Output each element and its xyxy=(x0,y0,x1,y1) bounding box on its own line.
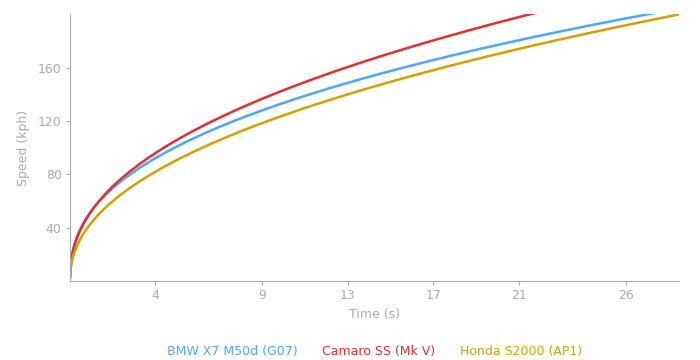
Line: Camaro SS (Mk V): Camaro SS (Mk V) xyxy=(70,0,679,278)
BMW X7 M50d (G07) xyxy=(66,274,74,279)
BMW X7 M50d (G07) xyxy=(346,80,354,84)
Line: BMW X7 M50d (G07): BMW X7 M50d (G07) xyxy=(70,9,679,276)
Camaro SS (Mk V) xyxy=(66,275,74,280)
Camaro SS (Mk V) xyxy=(346,64,354,68)
Camaro SS (Mk V) xyxy=(97,197,105,201)
Honda S2000 (AP1) xyxy=(675,12,683,17)
Honda S2000 (AP1) xyxy=(97,210,105,214)
BMW X7 M50d (G07) xyxy=(657,10,666,14)
Y-axis label: Speed (kph): Speed (kph) xyxy=(17,109,29,186)
Honda S2000 (AP1) xyxy=(657,16,665,20)
BMW X7 M50d (G07) xyxy=(362,76,370,80)
Honda S2000 (AP1) xyxy=(346,91,354,96)
BMW X7 M50d (G07) xyxy=(675,6,683,11)
BMW X7 M50d (G07) xyxy=(657,10,665,14)
Honda S2000 (AP1) xyxy=(362,87,370,91)
Line: Honda S2000 (AP1): Honda S2000 (AP1) xyxy=(70,14,679,278)
Legend: BMW X7 M50d (G07), Camaro SS (Mk V), Honda S2000 (AP1): BMW X7 M50d (G07), Camaro SS (Mk V), Hon… xyxy=(162,340,587,360)
Honda S2000 (AP1) xyxy=(657,16,666,20)
BMW X7 M50d (G07) xyxy=(97,197,105,202)
Camaro SS (Mk V) xyxy=(362,59,370,63)
Honda S2000 (AP1) xyxy=(66,276,74,280)
Camaro SS (Mk V) xyxy=(545,7,554,12)
X-axis label: Time (s): Time (s) xyxy=(349,308,400,321)
BMW X7 M50d (G07) xyxy=(545,32,554,36)
Honda S2000 (AP1) xyxy=(545,40,554,44)
